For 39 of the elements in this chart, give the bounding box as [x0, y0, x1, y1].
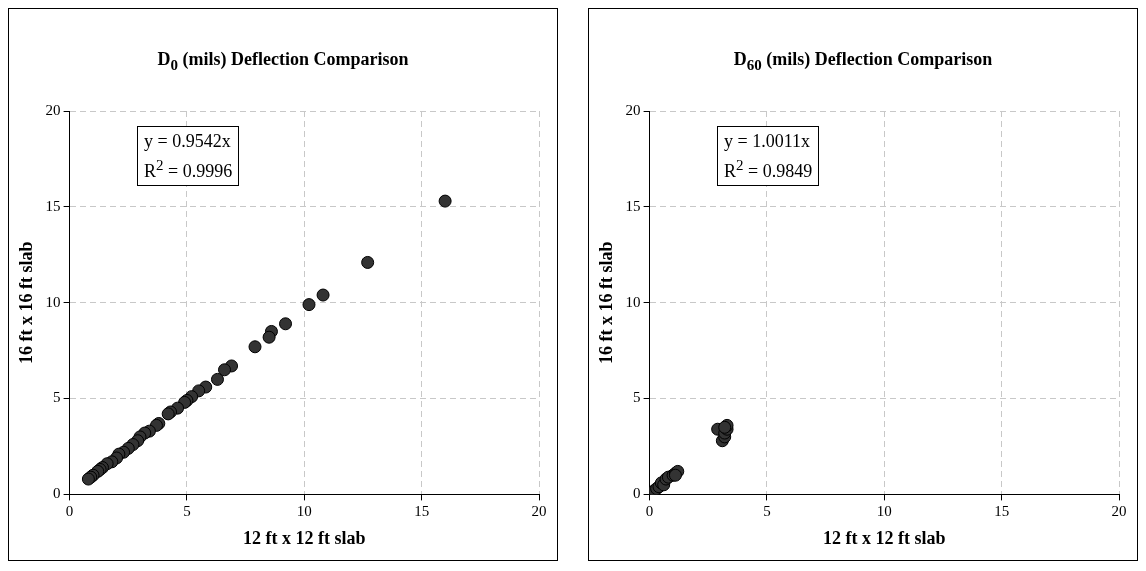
y-tick-label: 15 [625, 197, 641, 214]
y-axis-title: 16 ft x 16 ft slab [16, 241, 37, 364]
annotation: y = 0.9542x [144, 130, 232, 153]
x-tick-label: 0 [645, 503, 654, 520]
y-tick-label: 10 [625, 293, 641, 310]
x-axis-title: 12 ft x 12 ft slab [243, 527, 366, 548]
y-tick-label: 0 [53, 485, 61, 502]
x-tick-label: 5 [763, 503, 771, 520]
x-axis-title: 12 ft x 12 ft slab [823, 527, 946, 548]
point [302, 298, 316, 312]
point [361, 255, 375, 269]
x-tick-label: 20 [1111, 503, 1127, 520]
x-tick-label: 10 [296, 503, 312, 520]
x-tick-label: 5 [183, 503, 191, 520]
x-tick-label: 10 [876, 503, 892, 520]
point [248, 340, 262, 354]
annotation: y = 1.0011x [724, 130, 811, 153]
chart-title: D$_{60}$ (mils) Deflection Comparison [732, 49, 994, 75]
y-tick-label: 5 [53, 389, 61, 406]
x-tick-label: 15 [994, 503, 1010, 520]
y-tick-label: 10 [45, 293, 61, 310]
chart-title: D$_{0}$ (mils) Deflection Comparison [156, 49, 410, 75]
y-tick-label: 5 [633, 389, 641, 406]
point [262, 330, 276, 344]
point [279, 317, 293, 331]
y-axis-title: 16 ft x 16 ft slab [596, 241, 617, 364]
x-tick-label: 20 [531, 503, 547, 520]
annotation: R$^{2}$ = 0.9849 [724, 156, 813, 183]
y-tick-label: 20 [45, 101, 61, 118]
x-tick-label: 0 [65, 503, 74, 520]
y-tick-label: 0 [633, 485, 641, 502]
point [316, 288, 330, 302]
annotation: R$^{2}$ = 0.9996 [144, 156, 233, 183]
x-tick-label: 15 [414, 503, 430, 520]
y-tick-label: 15 [45, 197, 61, 214]
point [210, 372, 224, 386]
point [218, 363, 231, 377]
y-tick-label: 20 [625, 101, 641, 118]
point [438, 194, 452, 208]
